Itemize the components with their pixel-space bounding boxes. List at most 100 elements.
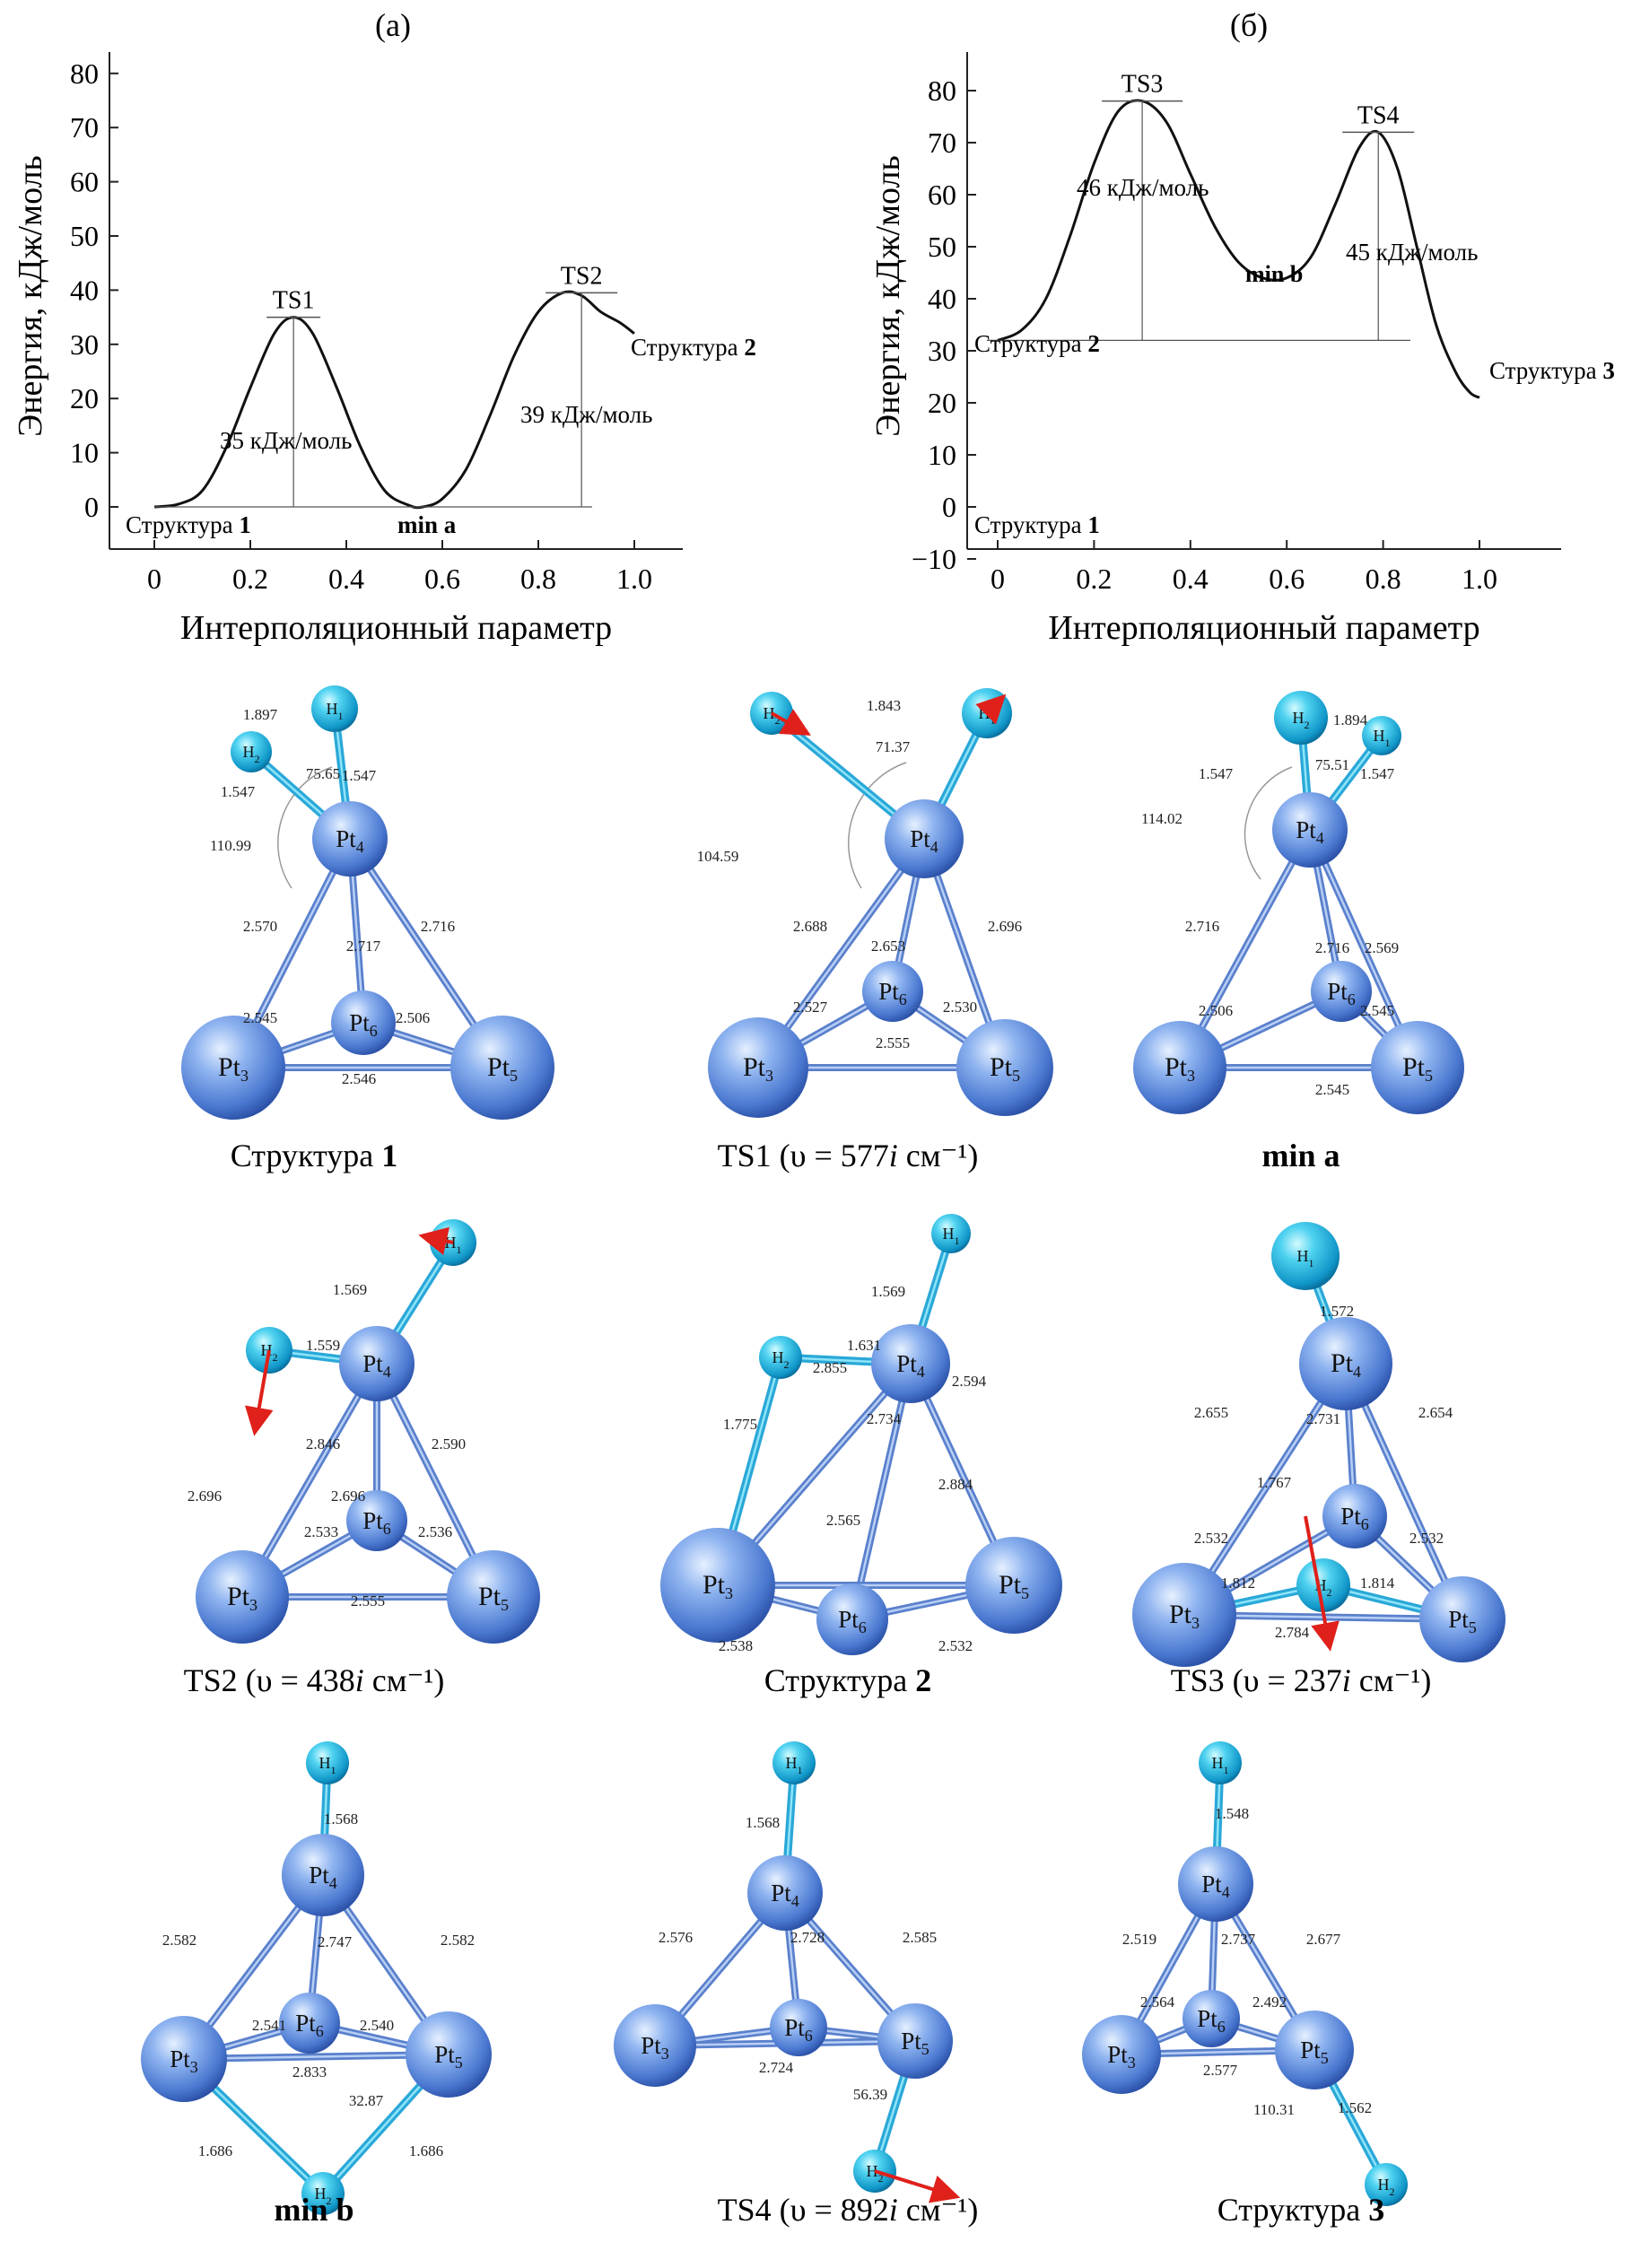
bond-length-label: 2.585 bbox=[903, 1929, 937, 1946]
bond-length-label: 2.696 bbox=[331, 1487, 365, 1505]
y-tick-label: 50 bbox=[70, 220, 99, 252]
platinum-atom bbox=[1419, 1576, 1505, 1662]
hydrogen-atom bbox=[1271, 1222, 1340, 1290]
bond-length-label: 1.548 bbox=[1215, 1805, 1249, 1822]
x-tick-label: 0.4 bbox=[328, 563, 364, 595]
bond-length-label: 2.577 bbox=[1203, 2062, 1238, 2079]
angle-arc bbox=[1244, 766, 1293, 880]
bond-length-label: 1.547 bbox=[1199, 765, 1234, 782]
angle-arc bbox=[277, 766, 333, 889]
bond-highlight bbox=[851, 1363, 912, 1620]
platinum-atom bbox=[1082, 2015, 1161, 2094]
bond-length-label: 2.655 bbox=[1194, 1404, 1228, 1421]
hydrogen-atom bbox=[1274, 691, 1328, 745]
energy-chart-a: (a) 0 10 20 30 40 50 60 70 80 0 0.2 0.4 0.6 0.8 1.0Инте… bbox=[12, 7, 756, 647]
platinum-atom bbox=[1183, 1990, 1240, 2047]
platinum-atom bbox=[1311, 961, 1372, 1022]
structure-caption: TS2 (υ = 438i см⁻¹) bbox=[184, 1662, 445, 1698]
bond-length-label: 2.536 bbox=[418, 1523, 452, 1540]
bond-length-label: 2.540 bbox=[360, 2017, 394, 2034]
bond-length-label: 1.547 bbox=[1360, 765, 1395, 782]
y-axis-label: Энергия, кДж/моль bbox=[12, 155, 49, 437]
platinum-atom bbox=[279, 1993, 340, 2054]
hydrogen-atom bbox=[311, 685, 358, 732]
bond-length-label: 1.814 bbox=[1360, 1575, 1395, 1592]
atom-label: Pt6 bbox=[878, 978, 907, 1008]
bond-length-label: 1.767 bbox=[1257, 1474, 1292, 1491]
y-tick-label: 0 bbox=[942, 491, 956, 523]
hydrogen-atom bbox=[1365, 2163, 1408, 2206]
bond-length-label: 2.737 bbox=[1221, 1931, 1256, 1948]
bond-length-label: 2.833 bbox=[292, 2063, 327, 2080]
platinum-atom bbox=[816, 1583, 888, 1655]
structure-caption: TS1 (υ = 577i см⁻¹) bbox=[718, 1138, 979, 1173]
atom-label: Pt4 bbox=[896, 1350, 925, 1381]
bond-length-label: 2.533 bbox=[304, 1523, 338, 1540]
platinum-atom bbox=[450, 1016, 554, 1120]
atom-label: Pt6 bbox=[838, 1606, 867, 1636]
bond-length-label: 110.31 bbox=[1253, 2101, 1295, 2118]
bond-length-label: 2.506 bbox=[1199, 1002, 1233, 1019]
vibration-arrow bbox=[975, 693, 1007, 725]
platinum-atom bbox=[406, 2011, 492, 2098]
bond-length-label: 2.716 bbox=[1185, 918, 1219, 935]
barrier-label: 39 кДж/моль bbox=[520, 401, 652, 428]
bond-length-label: 56.39 bbox=[853, 2086, 887, 2103]
bond-length-label: 2.506 bbox=[396, 1009, 430, 1026]
panel-label: (б) bbox=[1230, 7, 1268, 43]
bond-length-label: 2.734 bbox=[867, 1410, 902, 1427]
bond-length-label: 2.527 bbox=[793, 999, 828, 1016]
bond-length-label: 2.530 bbox=[943, 999, 977, 1016]
bond-length-label: 2.545 bbox=[1315, 1081, 1349, 1098]
bond-length-label: 1.894 bbox=[1333, 711, 1368, 728]
bond-length-label: 75.65 bbox=[306, 765, 340, 782]
bond-length-label: 1.686 bbox=[198, 2142, 232, 2159]
atom-label: Pt4 bbox=[910, 825, 938, 856]
platinum-atom bbox=[660, 1528, 775, 1643]
vibration-arrow bbox=[1304, 1515, 1340, 1652]
bond-length-label: 2.532 bbox=[938, 1637, 973, 1654]
barrier-label: 35 кДж/моль bbox=[220, 427, 352, 454]
bond-length-label: 2.717 bbox=[346, 938, 381, 955]
platinum-atom bbox=[181, 1016, 285, 1120]
bond-length-label: 2.582 bbox=[162, 1932, 196, 1949]
y-tick-label: 0 bbox=[84, 491, 99, 523]
platinum-atom bbox=[862, 961, 923, 1022]
bond-length-label: 1.568 bbox=[746, 1814, 780, 1831]
bond-length-label: 1.569 bbox=[871, 1283, 905, 1300]
bond-length-label: 2.731 bbox=[1306, 1410, 1340, 1427]
x-tick-label: 0 bbox=[991, 563, 1005, 595]
energy-curve bbox=[997, 99, 1480, 399]
x-tick-label: 0.4 bbox=[1173, 563, 1209, 595]
bond-length-label: 2.582 bbox=[441, 1932, 475, 1949]
bond-length-label: 2.696 bbox=[988, 918, 1022, 935]
bond-length-label: 2.594 bbox=[952, 1373, 987, 1390]
y-axis-label: Энергия, кДж/моль bbox=[869, 155, 907, 437]
structure-caption: TS4 (υ = 892i см⁻¹) bbox=[718, 2192, 979, 2228]
panel-label: (a) bbox=[375, 7, 411, 43]
y-tick-label: 40 bbox=[70, 274, 99, 306]
bond-length-label: 2.784 bbox=[1275, 1624, 1310, 1641]
bond-length-label: 2.716 bbox=[421, 918, 455, 935]
platinum-atom bbox=[1132, 1563, 1236, 1667]
hydrogen-atom bbox=[1199, 1741, 1242, 1784]
platinum-atom bbox=[312, 801, 388, 877]
platinum-atom bbox=[1133, 1021, 1226, 1114]
hydrogen-atom bbox=[306, 1741, 349, 1784]
platinum-atom bbox=[331, 990, 396, 1055]
y-tick-label: 10 bbox=[928, 439, 956, 471]
x-tick-label: 0.6 bbox=[424, 563, 460, 595]
x-axis-label: Интерполяционный параметр bbox=[180, 609, 612, 647]
bond-length-label: 2.653 bbox=[871, 938, 905, 955]
platinum-atom bbox=[1275, 2011, 1354, 2089]
y-tick-label: 70 bbox=[928, 126, 956, 159]
